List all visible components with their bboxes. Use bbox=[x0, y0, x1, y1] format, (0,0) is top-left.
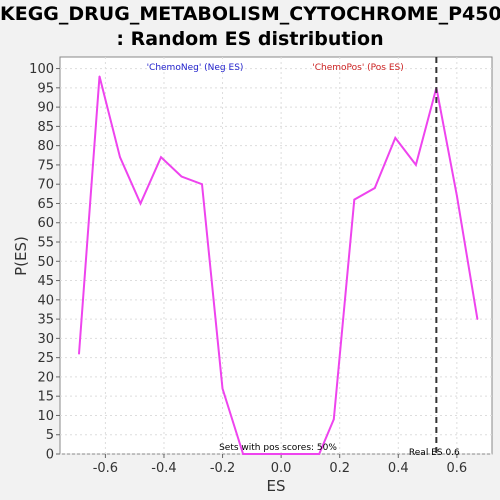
data-point bbox=[262, 453, 265, 455]
x-tick-label: 0.6 bbox=[447, 461, 468, 476]
y-tick-label: 90 bbox=[37, 101, 54, 116]
series-layer bbox=[78, 75, 479, 455]
y-tick-label: 25 bbox=[37, 351, 54, 366]
data-point bbox=[160, 156, 162, 159]
data-point bbox=[201, 183, 203, 185]
y-tick-label: 95 bbox=[37, 81, 54, 96]
x-tick-label: 0.2 bbox=[329, 461, 350, 476]
y-tick-label: 55 bbox=[37, 236, 54, 251]
y-tick-label: 0 bbox=[46, 448, 54, 463]
data-point bbox=[280, 453, 282, 455]
y-tick-label: 20 bbox=[37, 370, 54, 385]
y-tick-label: 5 bbox=[46, 428, 54, 443]
y-tick-label: 85 bbox=[37, 120, 54, 135]
data-point bbox=[476, 318, 479, 320]
y-tick-label: 70 bbox=[37, 178, 54, 193]
data-point bbox=[456, 194, 458, 197]
x-tick-label: -0.2 bbox=[210, 461, 235, 476]
data-point bbox=[394, 137, 397, 139]
data-point bbox=[318, 453, 321, 455]
x-tick-label: 0.0 bbox=[271, 461, 292, 476]
y-tick-label: 100 bbox=[29, 62, 54, 77]
data-point bbox=[353, 198, 356, 201]
y-tick-label: 75 bbox=[37, 158, 54, 173]
data-point bbox=[333, 418, 335, 421]
data-point bbox=[139, 202, 142, 205]
data-point bbox=[297, 453, 300, 455]
neg-es-legend-label: 'ChemoNeg' (Neg ES) bbox=[147, 63, 244, 73]
data-point bbox=[221, 387, 224, 390]
y-tick-label: 40 bbox=[37, 293, 54, 308]
y-tick-label: 50 bbox=[37, 255, 54, 270]
data-point bbox=[242, 453, 244, 455]
y-axis-label: P(ES) bbox=[12, 236, 30, 276]
y-tick-label: 15 bbox=[37, 390, 54, 405]
data-point bbox=[180, 175, 183, 178]
chart-title-line-1: KEGG_DRUG_METABOLISM_CYTOCHROME_P450 bbox=[0, 3, 500, 25]
x-tick-label: 0.4 bbox=[388, 461, 409, 476]
chart-title-line-2: : Random ES distribution bbox=[116, 28, 384, 50]
y-tick-label: 45 bbox=[37, 274, 54, 289]
data-point bbox=[119, 156, 121, 159]
y-axis-ticks: 0 5 10 15 20 25 30 35 40 45 50 55 60 65 70 75 80 85 90 95 10… bbox=[29, 62, 60, 463]
real-es-annotation: Real ES 0.6 bbox=[409, 448, 460, 458]
data-point bbox=[374, 187, 376, 189]
x-axis-label: ES bbox=[267, 477, 286, 495]
y-tick-label: 60 bbox=[37, 216, 54, 231]
data-point bbox=[78, 352, 80, 355]
pos-scores-annotation: Sets with pos scores: 50% bbox=[219, 443, 337, 453]
x-tick-label: -0.6 bbox=[93, 461, 118, 476]
y-tick-label: 35 bbox=[37, 313, 54, 328]
data-point bbox=[98, 75, 101, 78]
data-point bbox=[415, 164, 417, 166]
x-axis-ticks: -0.6 -0.4 -0.2 0.0 0.2 0.4 0.6 bbox=[93, 454, 467, 476]
pos-es-legend-label: 'ChemoPos' (Pos ES) bbox=[312, 63, 404, 73]
y-tick-label: 30 bbox=[37, 332, 54, 347]
y-tick-label: 10 bbox=[37, 409, 54, 424]
plot-area bbox=[59, 56, 493, 455]
y-tick-label: 80 bbox=[37, 139, 54, 154]
x-tick-label: -0.4 bbox=[151, 461, 176, 476]
y-tick-label: 65 bbox=[37, 197, 54, 212]
